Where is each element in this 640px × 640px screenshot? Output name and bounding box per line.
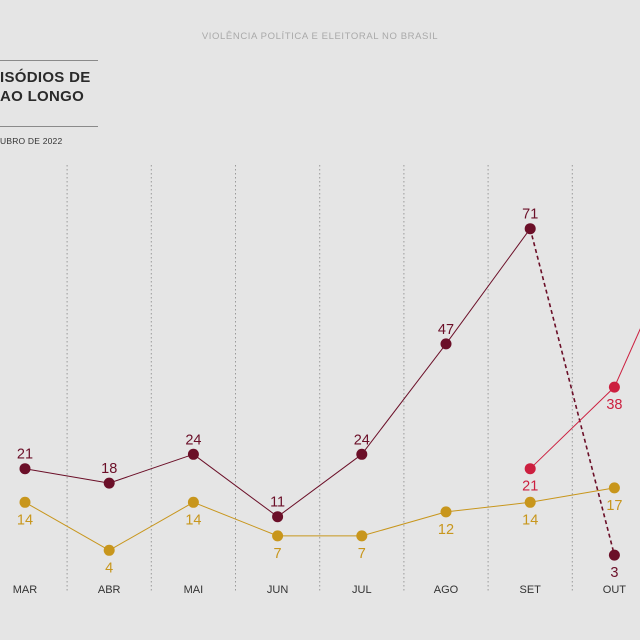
series-red-point — [608, 381, 620, 393]
series-main-data-label: 47 — [438, 322, 454, 338]
series-gold-point — [272, 530, 284, 542]
series-gold-point — [608, 482, 620, 494]
series-gold-segment — [445, 501, 531, 513]
x-tick-label: SET — [519, 584, 541, 596]
x-tick-label: JUL — [352, 584, 372, 596]
series-main-data-label: 24 — [354, 432, 370, 448]
series-main-point — [440, 338, 452, 350]
series-main-point — [356, 448, 368, 460]
chart-subtitle: UBRO DE 2022 — [0, 136, 63, 146]
gridlines — [66, 165, 573, 593]
series-gold-segment — [361, 511, 447, 537]
series-main-segment — [277, 453, 363, 518]
series-gold-data-label: 14 — [185, 512, 201, 528]
series-red-data-label: 21 — [522, 479, 538, 495]
series-main-data-label: 3 — [610, 565, 618, 581]
series-main-data-label: 71 — [522, 207, 538, 223]
series-main-point — [608, 549, 620, 561]
x-tick-label: OUT — [603, 584, 627, 596]
series-gold-segment — [193, 501, 278, 537]
chart-headline: ISÓDIOS DE AO LONGO — [0, 68, 91, 106]
series-main-segment — [361, 343, 447, 455]
series-main-segment — [445, 228, 531, 345]
x-tick-label: ABR — [98, 584, 121, 596]
title-top-rule — [0, 60, 98, 61]
series-red-segment — [613, 328, 640, 388]
series-gold-data-label: 14 — [17, 512, 33, 528]
series-main-point — [187, 448, 199, 460]
x-axis-ticks: MAR ABR MAI JUN JUL AGO SET OUT — [13, 584, 627, 596]
series-main-data-label: 24 — [185, 432, 201, 448]
series-gold-data-label: 4 — [105, 560, 113, 576]
series-main-segment — [24, 468, 110, 484]
series-gold-data-label: 14 — [522, 512, 538, 528]
series-red-data-label: 38 — [606, 397, 622, 413]
series-main-segment — [193, 453, 278, 518]
series-red-point — [524, 463, 536, 475]
series-gold-segment — [108, 501, 194, 551]
series-gold-data-label: 7 — [358, 546, 366, 562]
series-main-segment — [529, 228, 616, 556]
series-red-segment — [529, 386, 615, 470]
series-gold-point — [103, 544, 115, 556]
headline-line-2: AO LONGO — [0, 88, 85, 105]
series-main-point — [272, 511, 284, 523]
series-gold-point — [187, 496, 199, 508]
series-points — [19, 223, 620, 561]
series-main-point — [19, 463, 31, 475]
series-gold-data-label: 7 — [274, 546, 282, 562]
chart-supertitle: VIOLÊNCIA POLÍTICA E ELEITORAL NO BRASIL — [201, 31, 439, 42]
series-main-segment — [109, 453, 194, 484]
series-lines — [24, 228, 640, 556]
series-gold-point — [440, 506, 452, 518]
data-labels: 21 18 24 11 24 47 71 3 14 4 14 7 7 12 14 17 21 38 — [17, 207, 623, 581]
x-tick-label: AGO — [434, 584, 459, 596]
series-gold-data-label: 17 — [606, 498, 622, 514]
series-gold-point — [356, 530, 368, 542]
series-gold-data-label: 12 — [438, 522, 454, 538]
title-bottom-rule — [0, 126, 98, 127]
series-main-point — [103, 477, 115, 489]
series-gold-segment — [530, 487, 615, 503]
x-tick-label: MAI — [184, 584, 204, 596]
series-gold-point — [19, 496, 31, 508]
series-main-point — [524, 223, 536, 235]
headline-line-1: ISÓDIOS DE — [0, 69, 91, 86]
series-gold-point — [524, 496, 536, 508]
series-main-data-label: 11 — [270, 495, 285, 511]
series-main-data-label: 18 — [101, 461, 117, 477]
series-gold-segment — [24, 501, 110, 551]
x-tick-label: MAR — [13, 584, 38, 596]
series-main-data-label: 21 — [17, 447, 33, 463]
x-tick-label: JUN — [267, 584, 288, 596]
